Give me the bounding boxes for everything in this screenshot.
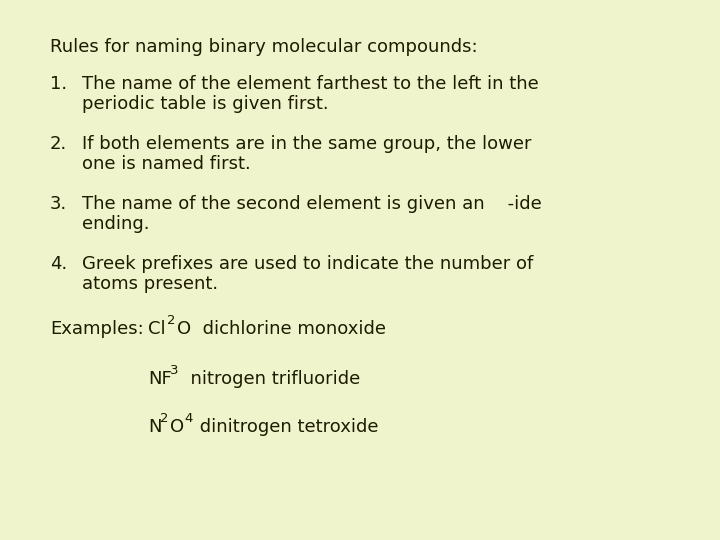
Text: dinitrogen tetroxide: dinitrogen tetroxide xyxy=(194,418,379,436)
Text: 3.: 3. xyxy=(50,195,67,213)
Text: If both elements are in the same group, the lower: If both elements are in the same group, … xyxy=(82,135,531,153)
Text: The name of the element farthest to the left in the: The name of the element farthest to the … xyxy=(82,75,539,93)
Text: periodic table is given first.: periodic table is given first. xyxy=(82,95,328,113)
Text: Greek prefixes are used to indicate the number of: Greek prefixes are used to indicate the … xyxy=(82,255,534,273)
Text: NF: NF xyxy=(148,370,172,388)
Text: N: N xyxy=(148,418,161,436)
Text: Cl: Cl xyxy=(148,320,166,338)
Text: Examples:: Examples: xyxy=(50,320,144,338)
Text: 2: 2 xyxy=(160,412,168,425)
Text: O  dichlorine monoxide: O dichlorine monoxide xyxy=(177,320,386,338)
Text: O: O xyxy=(170,418,184,436)
Text: 2: 2 xyxy=(167,314,176,327)
Text: atoms present.: atoms present. xyxy=(82,275,218,293)
Text: Rules for naming binary molecular compounds:: Rules for naming binary molecular compou… xyxy=(50,38,477,56)
Text: 4.: 4. xyxy=(50,255,67,273)
Text: 4: 4 xyxy=(184,412,192,425)
Text: 1.: 1. xyxy=(50,75,67,93)
Text: 2.: 2. xyxy=(50,135,67,153)
Text: nitrogen trifluoride: nitrogen trifluoride xyxy=(179,370,360,388)
Text: one is named first.: one is named first. xyxy=(82,155,251,173)
Text: 3: 3 xyxy=(170,364,179,377)
Text: The name of the second element is given an    -ide: The name of the second element is given … xyxy=(82,195,541,213)
Text: ending.: ending. xyxy=(82,215,150,233)
